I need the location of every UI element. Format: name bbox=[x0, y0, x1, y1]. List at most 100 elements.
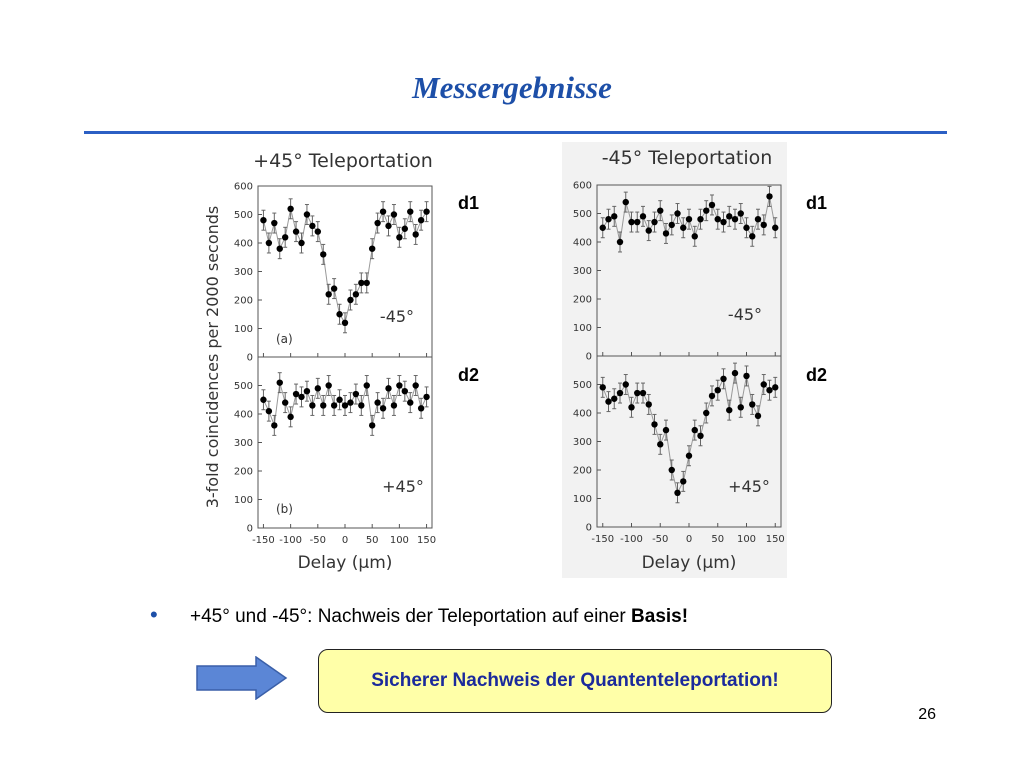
chart1-panel-d1-data-point bbox=[363, 279, 370, 287]
chart2-panel-d2-ytick-label: 500 bbox=[573, 380, 592, 391]
chart1-panel-d2-data-point bbox=[412, 382, 419, 389]
chart2-panel-d1-ytick-label: 200 bbox=[573, 295, 592, 306]
chart1-panel-d2-data-point bbox=[407, 399, 414, 406]
chart1-panel-d1-data-point bbox=[281, 234, 289, 241]
chart2-panel-d2-data-point bbox=[720, 375, 727, 382]
chart1-panel-d1-data-point bbox=[271, 219, 278, 227]
chart1-panel-d1-ytick-label: 200 bbox=[234, 296, 253, 307]
chart1-xlabel: Delay (µm) bbox=[298, 553, 393, 573]
chart2-panel-d2-data-point bbox=[628, 404, 635, 411]
chart1-panel-d2-data-point bbox=[341, 402, 349, 409]
chart1-detector-label-d2: d2 bbox=[458, 365, 479, 385]
bullet-marker: • bbox=[150, 602, 158, 627]
chart1-panel-d2-data-point bbox=[336, 396, 343, 403]
chart2-detector-label-d1: d1 bbox=[806, 193, 827, 213]
chart2-panel-d2-data-point bbox=[680, 478, 687, 485]
chart2-panel-d1-data-point bbox=[737, 210, 744, 217]
chart1-panel-d1-ytick-label: 300 bbox=[234, 267, 253, 278]
chart2-panel-d1-data-point bbox=[674, 210, 681, 217]
chart2-panel-d1-ytick-label: 600 bbox=[573, 181, 592, 192]
chart1-xtick-label: -100 bbox=[279, 535, 302, 546]
chart1-panel-d1-series-line bbox=[262, 208, 428, 325]
chart2-panel-d1-data-point bbox=[657, 207, 664, 214]
chart1-panel-d1-data-point bbox=[309, 222, 316, 230]
chart1-panel-d1-data-point bbox=[325, 291, 332, 298]
chart2-panel-d2-data-point bbox=[611, 395, 618, 402]
chart2-panel-d1-annotation: -45° bbox=[728, 305, 762, 324]
chart1-xtick-label: 50 bbox=[366, 535, 379, 546]
chart1-panel-d1-data-point bbox=[390, 211, 398, 218]
chart2-panel-d1-ytick-label: 500 bbox=[573, 209, 592, 220]
chart1-panel-d2-data-point bbox=[287, 413, 294, 421]
chart2-panel-d1-data-point bbox=[651, 218, 658, 226]
chart2-panel-d2-data-point bbox=[743, 372, 750, 380]
chart2-panel-d2-data-point bbox=[674, 489, 681, 496]
chart1-title: +45° Teleportation bbox=[253, 150, 433, 172]
chart2-panel-d1-data-point bbox=[720, 218, 727, 226]
chart2-panel-d2-data-point bbox=[622, 381, 629, 388]
conclusion-text: Sicherer Nachweis der Quantenteleportati… bbox=[371, 670, 779, 691]
chart2-panel-d1-data-point bbox=[622, 198, 629, 206]
chart1-xtick-label: 100 bbox=[390, 535, 409, 546]
chart1-panel-d1-data-point bbox=[374, 219, 381, 227]
chart2-panel-d2-data-point bbox=[599, 384, 606, 391]
chart1-panel-d2-data-point bbox=[363, 382, 370, 389]
chart2-panel-d1-data-point bbox=[714, 216, 721, 223]
chart1-panel-d2-data-point bbox=[320, 402, 327, 409]
chart2-panel-d1-data-point bbox=[766, 193, 773, 200]
chart1-panel-d1-annotation: -45° bbox=[380, 307, 414, 326]
chart2-panel-d2-data-point bbox=[657, 441, 664, 448]
chart1-panel-d2-data-point bbox=[385, 385, 392, 392]
chart1-panel-d2-data-point bbox=[298, 393, 305, 401]
chart2-panel-d2-data-point bbox=[726, 406, 733, 414]
chart2-panel-d1-ytick-label: 400 bbox=[573, 238, 592, 249]
chart1-panel-d2-data-point bbox=[314, 385, 322, 392]
chart2-panel-d2-data-point bbox=[685, 452, 693, 459]
chart2-panel-d1-data-point bbox=[662, 230, 670, 237]
chart1-panel-d2-data-point bbox=[276, 379, 283, 386]
chart1-panel-d2-data-point bbox=[379, 405, 387, 412]
chart2-panel-d1-data-point bbox=[731, 216, 739, 223]
chart2-xtick-label: -50 bbox=[652, 534, 668, 545]
chart1-panel-d2-ytick-label: 500 bbox=[234, 381, 253, 392]
chart2-panel-d2-ytick-label: 100 bbox=[573, 494, 592, 505]
chart2-panel-d2-data-point bbox=[714, 387, 721, 394]
chart1-panel-d1-data-point bbox=[287, 205, 294, 212]
chart1-panel-d2-label: (b) bbox=[276, 502, 293, 516]
chart1-panel-d1-data-point bbox=[401, 225, 409, 232]
chart1-panel-d2-data-point bbox=[417, 405, 425, 412]
chart2-panel-d2-data-point bbox=[737, 404, 744, 411]
chart1-panel-d1-data-point bbox=[379, 208, 387, 215]
chart2-panel-d2-data-point bbox=[605, 398, 612, 405]
chart1-panel-d2-ytick-label: 400 bbox=[234, 410, 253, 421]
chart1-panel-d2-data-point bbox=[330, 402, 338, 409]
chart1-panel-d2-data-point bbox=[374, 399, 381, 406]
chart2-panel-d2-data-point bbox=[703, 409, 710, 417]
chart1-panel-d2-data-point bbox=[292, 390, 300, 398]
chart1-panel-d1-data-point bbox=[276, 245, 283, 252]
chart1-panel-d2-data-point bbox=[265, 407, 273, 415]
chart1-ylabel: 3-fold coincidences per 2000 seconds bbox=[203, 206, 222, 509]
chart1-panel-d1-data-point bbox=[358, 279, 365, 287]
chart2-panel-d2-data-point bbox=[708, 392, 716, 400]
chart1-panel-d1-data-point bbox=[423, 208, 430, 215]
chart2-xtick-label: -150 bbox=[591, 534, 614, 545]
chart1-panel-d2-data-point bbox=[303, 388, 311, 395]
chart1-xtick-label: 0 bbox=[342, 535, 348, 546]
chart2-panel-d1-ytick-label: 300 bbox=[573, 266, 592, 277]
chart2-panel-d2-ytick-label: 0 bbox=[586, 523, 592, 534]
chart2-detector-label-d2: d2 bbox=[806, 365, 827, 385]
chart1-xtick-label: -150 bbox=[252, 535, 275, 546]
chart2-panel-d2-data-point bbox=[731, 369, 739, 377]
chart2-title: -45° Teleportation bbox=[602, 147, 773, 169]
chart1-panel-d1-data-point bbox=[336, 311, 343, 318]
chart2-panel-d1-data-point bbox=[743, 224, 750, 231]
chart1-detector-label-d1: d1 bbox=[458, 193, 479, 213]
chart2-panel-d1-data-point bbox=[772, 224, 779, 231]
chart2-panel-d1-data-point bbox=[639, 213, 647, 220]
chart1-panel-d2-data-point bbox=[401, 388, 409, 395]
chart2-panel-d2-data-point bbox=[668, 466, 675, 474]
chart1-panel-d2-data-point bbox=[358, 402, 365, 409]
chart2-panel-d1-data-point bbox=[599, 224, 606, 231]
chart1-panel-d2-ytick-label: 0 bbox=[247, 524, 253, 535]
